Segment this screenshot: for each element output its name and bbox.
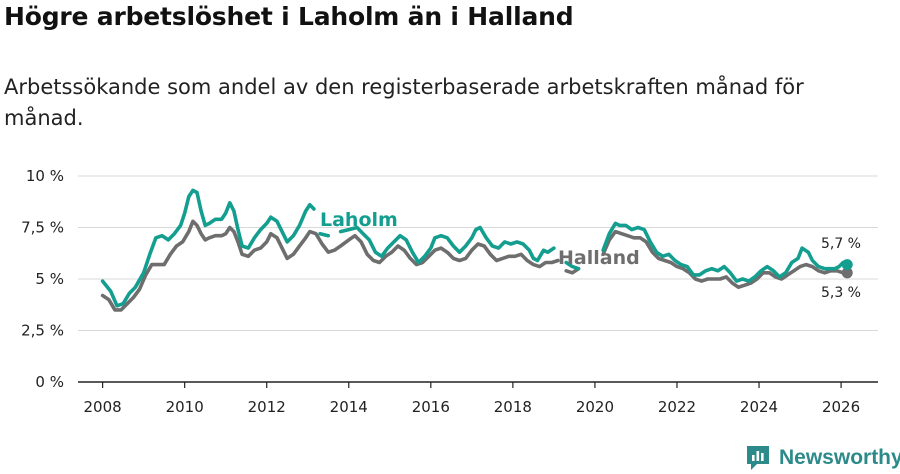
series-line-laholm [564, 260, 581, 271]
x-tick-label: 2010 [166, 398, 204, 416]
series-line-laholm [100, 188, 316, 308]
y-tick-label: 0 % [35, 373, 64, 391]
x-tick-label: 2012 [248, 398, 286, 416]
x-tick-label: 2014 [330, 398, 368, 416]
series-line-laholm [601, 221, 849, 283]
y-tick-label: 5 % [35, 270, 64, 288]
x-tick-label: 2024 [740, 398, 778, 416]
newsworthy-logo-icon [747, 446, 769, 470]
newsworthy-logo: Newsworthy [745, 443, 900, 473]
endpoint-halland [841, 267, 853, 279]
series-label-laholm: Laholm [320, 209, 398, 231]
brand-name: Newsworthy [779, 446, 900, 469]
endpoint-laholm [841, 259, 853, 271]
y-tick-label: 7,5 % [21, 219, 64, 237]
series-line-halland [601, 229, 849, 289]
y-tick-label: 2,5 % [21, 322, 64, 340]
y-tick-label: 10 % [26, 167, 64, 185]
x-tick-label: 2020 [576, 398, 614, 416]
x-tick-label: 2022 [658, 398, 696, 416]
series-line-laholm [318, 231, 331, 238]
value-label-halland: 5,3 % [821, 285, 861, 301]
series-line-halland [100, 219, 560, 312]
value-label-laholm: 5,7 % [821, 236, 861, 252]
series-label-halland: Halland [558, 247, 640, 269]
x-tick-label: 2026 [822, 398, 860, 416]
series-line-halland [564, 266, 581, 275]
x-tick-label: 2018 [494, 398, 532, 416]
series-line-laholm [338, 225, 556, 265]
chart-title: Högre arbetslöshet i Laholm än i Halland [4, 2, 574, 31]
x-tick-label: 2008 [84, 398, 122, 416]
x-tick-label: 2016 [412, 398, 450, 416]
chart-subtitle: Arbetssökande som andel av den registerb… [4, 75, 804, 130]
